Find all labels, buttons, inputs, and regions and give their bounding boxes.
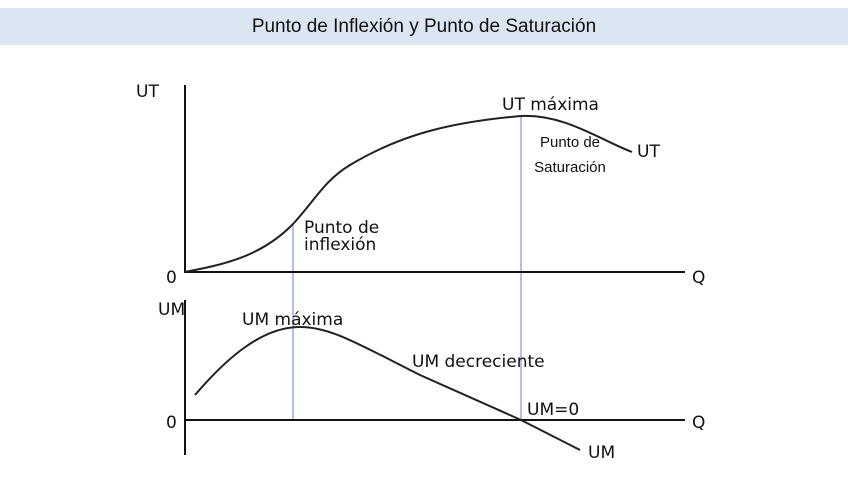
decreasing-label: UM decreciente — [412, 352, 545, 372]
inflection-label: Punto de — [304, 218, 379, 238]
title-bar — [0, 8, 848, 45]
y-axis-label: UT — [136, 82, 159, 102]
um-curve — [194, 325, 581, 451]
y-axis-label: UM — [158, 300, 185, 320]
title: Punto de Inflexión y Punto de Saturación — [252, 16, 596, 37]
origin-label: 0 — [166, 413, 177, 433]
max-label: UM máxima — [242, 310, 343, 330]
origin-label: 0 — [166, 268, 177, 288]
x-axis-label: Q — [692, 268, 705, 288]
curve-label: UM — [588, 443, 615, 463]
saturation-label: Punto de — [540, 134, 600, 151]
zero-label: UM=0 — [527, 400, 579, 420]
curve-label: UT — [637, 142, 660, 162]
inflection-label: inflexión — [304, 235, 376, 255]
ut-curve — [184, 114, 633, 273]
top-axes — [184, 85, 685, 273]
saturation-label: Saturación — [534, 159, 606, 176]
x-axis-label: Q — [692, 413, 705, 433]
max-label: UT máxima — [502, 95, 599, 115]
